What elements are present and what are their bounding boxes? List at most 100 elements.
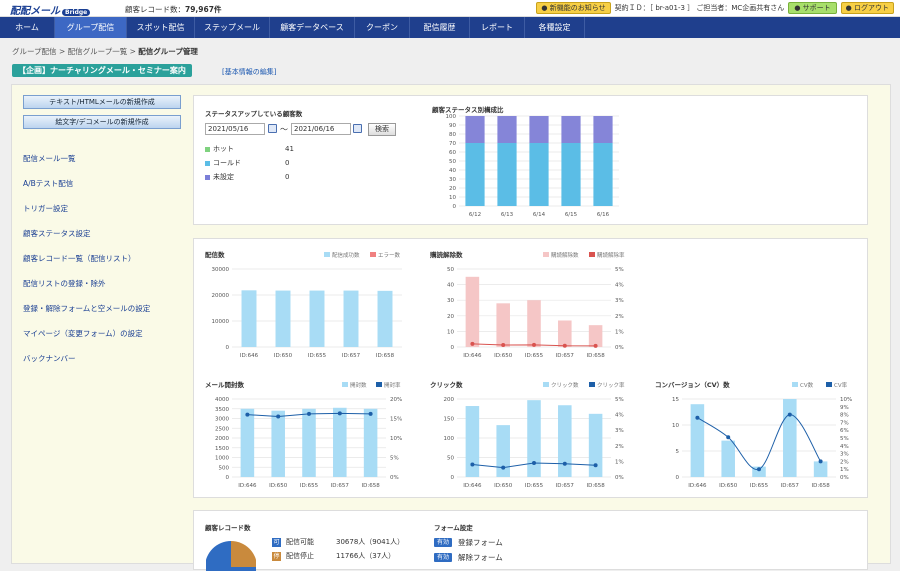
menu-customer-status[interactable]: 顧客ステータス設定 [23,229,91,238]
x-tick-label: ID:650 [494,483,513,489]
rate-point [757,467,761,472]
record-row-stopped: 停配信停止 11766人（37人） [272,551,395,561]
bar [465,143,485,206]
nav-coupon[interactable]: クーポン [355,17,410,38]
date-to-input[interactable]: 2021/06/16 [291,123,351,135]
menu-customer-records[interactable]: 顧客レコード一覧（配信リスト） [23,254,136,263]
menu-mypage-settings[interactable]: マイページ（変更フォーム）の設定 [23,329,143,338]
bar [241,290,257,347]
logo[interactable]: 配配メール Bridge [10,2,91,17]
y2-tick-label: 7% [840,420,849,426]
nav-step-mail[interactable]: ステップメール [195,17,270,38]
menu-list-register[interactable]: 配信リストの登録・除外 [23,279,106,288]
bar [593,143,613,206]
x-tick-label: ID:658 [811,483,830,489]
menu-backnumber[interactable]: バックナンバー [23,354,76,363]
nav-group-delivery[interactable]: グループ配信 [55,17,127,38]
bar [309,290,325,347]
y-tick-label: 4000 [215,397,229,403]
legend-label: クリック数 [551,381,579,389]
x-tick-label: ID:650 [269,483,288,489]
bar [690,404,705,477]
record-label: 配信可能 [286,538,314,546]
rate-point [593,343,598,348]
legend-swatch [589,252,595,257]
y-tick-label: 50 [447,456,454,462]
y2-tick-label: 20% [390,397,402,403]
record-value: 30678人（9041人） [336,538,405,546]
clicks-chart: クリック数 クリック率 クリック数 0 50 100 150 200 0% 1% 2% 3% 4% 5% I… [430,380,625,489]
record-card: 顧客レコード数 可配信可能 30678人（9041人） 停配信停止 11766人（3… [193,510,868,571]
bar [529,116,549,143]
status-value: 0 [285,159,290,167]
y2-tick-label: 9% [840,405,849,411]
breadcrumb-list[interactable]: 配信グループ一覧 [67,47,128,56]
y-tick-label: 30000 [212,267,230,273]
breadcrumb-group[interactable]: グループ配信 [12,47,57,56]
x-tick-label: ID:657 [556,353,575,359]
status-label: ホット [213,145,234,153]
legend-swatch [589,382,595,387]
form-label[interactable]: 解除フォーム [458,553,503,562]
delivery-chart: 配信数 エラー数 配信成功数 0 10000 20000 30000 ID:646 ID:650… [205,250,402,359]
y2-tick-label: 5% [615,267,624,273]
form-label[interactable]: 登録フォーム [458,538,503,547]
logo-text: 配配メール [10,6,60,17]
contract-info: 契約ＩＤ：［ br-a01-3 ］ ご担当者：MC企画共有さん [614,4,785,12]
nav-settings[interactable]: 各種設定 [525,17,585,38]
y-tick-label: 100 [446,114,457,120]
nav-history[interactable]: 配信履歴 [410,17,470,38]
new-text-html-mail-button[interactable]: テキスト/HTMLメールの新規作成 [23,95,181,109]
y-tick-label: 20 [447,314,454,320]
nav-home[interactable]: ホーム [0,17,55,38]
bar [363,408,378,477]
edit-basic-info-link[interactable]: [基本情報の編集] [222,68,277,76]
calendar-icon[interactable] [353,124,362,133]
bar [302,408,316,477]
support-button[interactable]: ● サポート [788,2,837,14]
breadcrumb: グループ配信 > 配信グループ一覧 > 配信グループ管理 [12,46,198,57]
rate-point [562,343,567,348]
calendar-icon[interactable] [268,124,277,133]
bar [752,466,766,477]
y-tick-label: 0 [453,204,457,210]
y2-tick-label: 3% [615,298,624,304]
y-tick-label: 3500 [215,407,229,413]
x-tick-label: ID:650 [274,353,293,359]
chart-title: クリック数 [430,380,463,389]
y-tick-label: 80 [449,132,456,138]
main-nav: ホーム グループ配信 スポット配信 ステップメール 顧客データベース クーポン … [0,17,900,38]
menu-form-settings[interactable]: 登録・解除フォームと空メールの設定 [23,304,151,313]
nav-spot-delivery[interactable]: スポット配信 [127,17,195,38]
nav-customer-db[interactable]: 顧客データベース [270,17,355,38]
search-button[interactable]: 検索 [368,123,396,136]
menu-ab-test[interactable]: A/Bテスト配信 [23,179,74,188]
record-count-label: 顧客レコード数： [125,5,185,14]
bar [497,143,517,206]
y-tick-label: 90 [449,123,456,129]
record-count: 顧客レコード数：79,967件 [125,4,221,15]
bar [561,116,581,143]
breadcrumb-current: 配信グループ管理 [138,47,198,56]
rate-point [726,435,731,440]
logout-button[interactable]: ● ログアウト [840,2,894,14]
news-button[interactable]: ● 新機能のお知らせ [536,2,611,14]
y-tick-label: 1000 [215,456,229,462]
y-tick-label: 2500 [215,426,229,432]
y2-tick-label: 8% [840,413,849,419]
nav-report[interactable]: レポート [470,17,525,38]
y-tick-label: 3000 [215,417,229,423]
new-emoji-deco-mail-button[interactable]: 絵文字/デコメールの新規作成 [23,115,181,129]
y2-tick-label: 5% [615,397,624,403]
menu-trigger[interactable]: トリガー設定 [23,204,68,213]
y-tick-label: 10 [449,195,456,201]
y-tick-label: 10 [447,329,454,335]
y2-tick-label: 1% [615,329,624,335]
date-from-input[interactable]: 2021/05/16 [205,123,265,135]
date-tilde: ～ [280,125,288,134]
y2-tick-label: 15% [390,417,402,423]
y-tick-label: 10000 [212,319,230,325]
menu-mail-list[interactable]: 配信メール一覧 [23,154,76,163]
x-tick-label: ID:657 [556,483,575,489]
rate-point [593,463,598,468]
